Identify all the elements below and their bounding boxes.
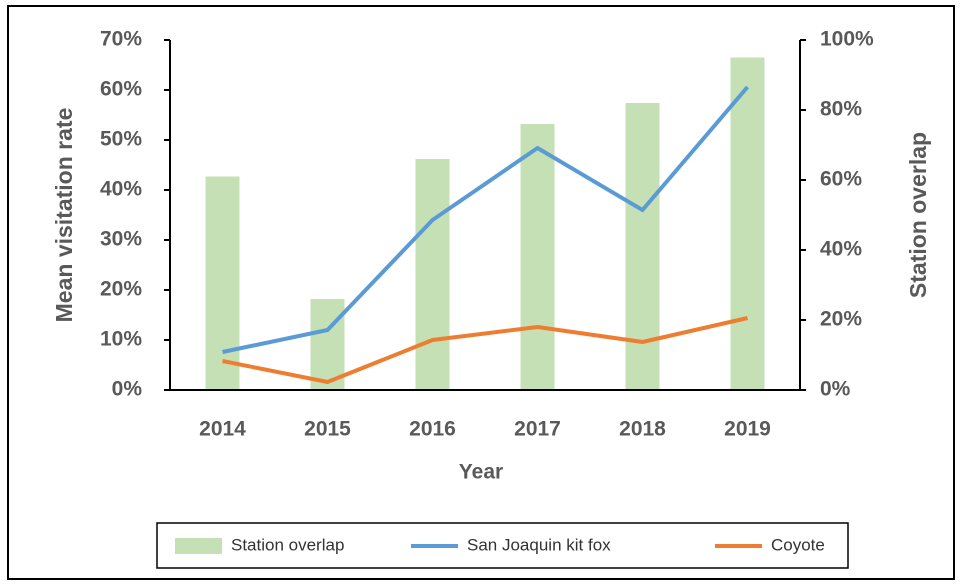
y-tick-label: 50% [100, 128, 142, 151]
y-tick-label: 60% [100, 78, 142, 101]
y-tick-label: 30% [100, 228, 142, 251]
y2-tick-label: 100% [820, 28, 874, 51]
y-tick-label: 10% [100, 328, 142, 351]
x-tick-label: 2015 [304, 418, 351, 441]
y-tick-label: 40% [100, 178, 142, 201]
y2-tick-label: 80% [820, 98, 862, 121]
legend-label: San Joaquin kit fox [467, 535, 611, 554]
y2-tick-label: 40% [820, 238, 862, 261]
x-tick-label: 2019 [724, 418, 771, 441]
y2-tick-label: 0% [820, 378, 851, 401]
y-axis-title: Mean visitation rate [51, 108, 77, 323]
x-axis-title: Year [459, 461, 503, 484]
legend-label: Station overlap [231, 535, 344, 554]
bar [310, 299, 345, 390]
bar [415, 159, 450, 390]
bar [205, 176, 240, 390]
line-series [222, 316, 748, 384]
y-tick-label: 70% [100, 28, 142, 51]
y-tick-label: 0% [112, 378, 143, 401]
y-tick-label: 20% [100, 278, 142, 301]
x-tick-label: 2014 [199, 418, 246, 441]
x-tick-label: 2017 [514, 418, 561, 441]
line-series [222, 85, 750, 354]
y2-tick-label: 20% [820, 308, 862, 331]
legend-box [156, 522, 849, 569]
bar [520, 124, 555, 390]
legend-swatch [175, 538, 222, 554]
y2-axis-title: Station overlap [905, 132, 931, 298]
chart-border [7, 5, 955, 580]
bar [730, 57, 765, 390]
legend-label: Coyote [771, 535, 825, 554]
x-tick-label: 2016 [409, 418, 456, 441]
y2-tick-label: 60% [820, 168, 862, 191]
bar [625, 103, 660, 390]
x-tick-label: 2018 [619, 418, 666, 441]
